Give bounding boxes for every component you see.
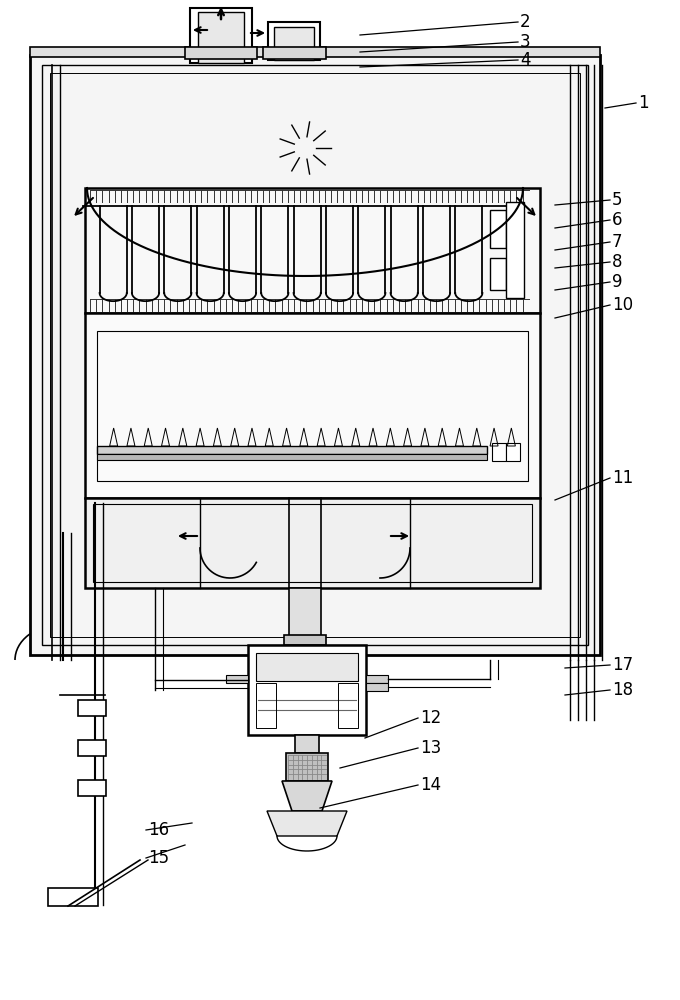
Polygon shape	[282, 781, 332, 811]
Bar	[185, 47, 257, 59]
Bar	[506, 202, 524, 298]
Bar	[366, 675, 388, 683]
Bar	[506, 443, 520, 461]
Text: 16: 16	[148, 821, 169, 839]
Text: 10: 10	[612, 296, 633, 314]
Bar	[97, 446, 487, 454]
Bar	[30, 47, 600, 57]
Text: 3: 3	[520, 33, 530, 51]
Bar	[85, 498, 540, 588]
Text: 9: 9	[612, 273, 622, 291]
Bar	[97, 454, 487, 460]
Bar	[97, 331, 528, 481]
Bar	[490, 258, 506, 290]
Bar	[248, 645, 366, 735]
Bar	[85, 313, 540, 498]
Text: 11: 11	[612, 469, 633, 487]
Bar	[93, 504, 532, 582]
Bar	[78, 700, 106, 716]
Bar	[30, 55, 600, 655]
Text: 15: 15	[148, 849, 169, 867]
Bar	[50, 73, 580, 637]
Bar	[286, 753, 328, 781]
Text: 8: 8	[612, 253, 622, 271]
Bar	[198, 12, 244, 63]
Bar	[190, 8, 252, 63]
Text: 14: 14	[420, 776, 441, 794]
Text: 2: 2	[520, 13, 530, 31]
Bar	[366, 683, 388, 691]
Bar	[256, 653, 358, 681]
Bar	[48, 888, 98, 906]
Bar	[268, 22, 320, 60]
Text: 6: 6	[612, 211, 622, 229]
Text: 1: 1	[638, 94, 649, 112]
Text: 4: 4	[520, 51, 530, 69]
Bar	[338, 683, 358, 728]
Bar	[42, 65, 588, 645]
Bar	[85, 188, 540, 313]
Bar	[492, 443, 506, 461]
Bar	[490, 210, 506, 248]
Text: 18: 18	[612, 681, 633, 699]
Text: 12: 12	[420, 709, 441, 727]
Bar	[295, 735, 319, 753]
Bar	[274, 27, 314, 60]
Text: 7: 7	[612, 233, 622, 251]
Polygon shape	[267, 811, 347, 836]
Bar	[263, 47, 326, 59]
Text: 17: 17	[612, 656, 633, 674]
Bar	[78, 740, 106, 756]
Bar	[284, 635, 326, 645]
Bar	[289, 588, 321, 643]
Text: 5: 5	[612, 191, 622, 209]
Bar	[226, 675, 248, 683]
Text: 13: 13	[420, 739, 441, 757]
Bar	[256, 683, 276, 728]
Bar	[78, 780, 106, 796]
